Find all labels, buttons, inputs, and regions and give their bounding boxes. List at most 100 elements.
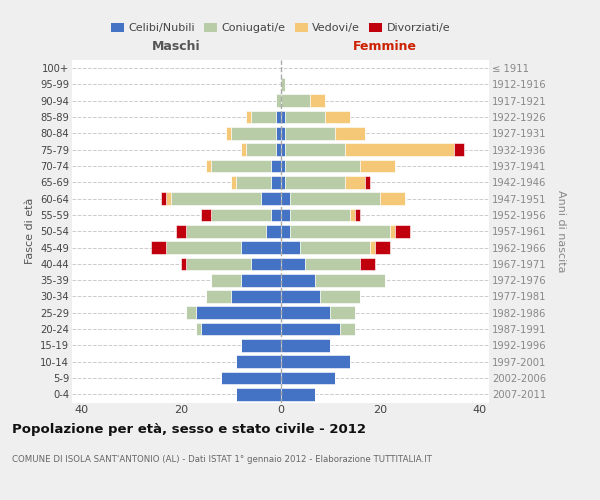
Bar: [330, 306, 355, 319]
Bar: [236, 388, 281, 400]
Legend: Celibi/Nubili, Coniugati/e, Vedovi/e, Divorziati/e: Celibi/Nubili, Coniugati/e, Vedovi/e, Di…: [107, 20, 454, 36]
Bar: [286, 176, 345, 188]
Bar: [281, 176, 286, 188]
Bar: [186, 225, 266, 237]
Bar: [151, 241, 166, 254]
Text: Femmine: Femmine: [353, 40, 417, 52]
Bar: [275, 144, 281, 156]
Bar: [281, 110, 286, 124]
Bar: [211, 160, 271, 172]
Bar: [290, 192, 380, 205]
Bar: [246, 144, 275, 156]
Bar: [281, 356, 350, 368]
Bar: [355, 208, 360, 222]
Bar: [196, 306, 281, 319]
Bar: [286, 127, 335, 140]
Bar: [266, 225, 281, 237]
Bar: [201, 208, 211, 222]
Bar: [236, 176, 271, 188]
Bar: [325, 110, 350, 124]
Bar: [231, 290, 281, 303]
Bar: [281, 144, 286, 156]
Bar: [281, 192, 290, 205]
Bar: [181, 258, 186, 270]
Bar: [206, 160, 211, 172]
Bar: [454, 144, 464, 156]
Bar: [281, 290, 320, 303]
Bar: [281, 372, 335, 384]
Text: Popolazione per età, sesso e stato civile - 2012: Popolazione per età, sesso e stato civil…: [12, 422, 366, 436]
Bar: [260, 192, 281, 205]
Bar: [360, 258, 375, 270]
Bar: [281, 388, 315, 400]
Bar: [281, 94, 310, 107]
Text: COMUNE DI ISOLA SANT'ANTONIO (AL) - Dati ISTAT 1° gennaio 2012 - Elaborazione TU: COMUNE DI ISOLA SANT'ANTONIO (AL) - Dati…: [12, 455, 432, 464]
Bar: [176, 225, 186, 237]
Bar: [335, 127, 365, 140]
Bar: [345, 144, 454, 156]
Bar: [241, 339, 281, 352]
Bar: [231, 176, 236, 188]
Bar: [231, 127, 275, 140]
Bar: [395, 225, 410, 237]
Bar: [281, 339, 330, 352]
Bar: [241, 274, 281, 286]
Bar: [275, 127, 281, 140]
Y-axis label: Anni di nascita: Anni di nascita: [556, 190, 566, 272]
Bar: [370, 241, 375, 254]
Bar: [241, 144, 246, 156]
Bar: [281, 127, 286, 140]
Bar: [281, 322, 340, 336]
Bar: [281, 225, 290, 237]
Bar: [171, 192, 260, 205]
Bar: [211, 208, 271, 222]
Bar: [290, 225, 390, 237]
Bar: [161, 192, 166, 205]
Bar: [286, 110, 325, 124]
Bar: [186, 306, 196, 319]
Bar: [286, 144, 345, 156]
Bar: [310, 94, 325, 107]
Bar: [226, 127, 231, 140]
Bar: [241, 241, 281, 254]
Bar: [286, 160, 360, 172]
Bar: [271, 208, 281, 222]
Bar: [375, 241, 390, 254]
Bar: [290, 208, 350, 222]
Bar: [251, 110, 275, 124]
Bar: [166, 192, 171, 205]
Bar: [350, 208, 355, 222]
Bar: [166, 241, 241, 254]
Bar: [365, 176, 370, 188]
Bar: [186, 258, 251, 270]
Bar: [275, 110, 281, 124]
Bar: [271, 176, 281, 188]
Bar: [301, 241, 370, 254]
Bar: [221, 372, 281, 384]
Bar: [315, 274, 385, 286]
Bar: [201, 322, 281, 336]
Bar: [305, 258, 360, 270]
Bar: [380, 192, 404, 205]
Bar: [251, 258, 281, 270]
Bar: [390, 225, 395, 237]
Text: Maschi: Maschi: [152, 40, 200, 52]
Bar: [281, 208, 290, 222]
Bar: [246, 110, 251, 124]
Bar: [281, 274, 315, 286]
Bar: [340, 322, 355, 336]
Bar: [211, 274, 241, 286]
Bar: [281, 160, 286, 172]
Bar: [360, 160, 395, 172]
Bar: [236, 356, 281, 368]
Bar: [320, 290, 360, 303]
Y-axis label: Fasce di età: Fasce di età: [25, 198, 35, 264]
Bar: [275, 94, 281, 107]
Bar: [281, 241, 301, 254]
Bar: [281, 78, 286, 91]
Bar: [345, 176, 365, 188]
Bar: [281, 306, 330, 319]
Bar: [271, 160, 281, 172]
Bar: [281, 258, 305, 270]
Bar: [196, 322, 201, 336]
